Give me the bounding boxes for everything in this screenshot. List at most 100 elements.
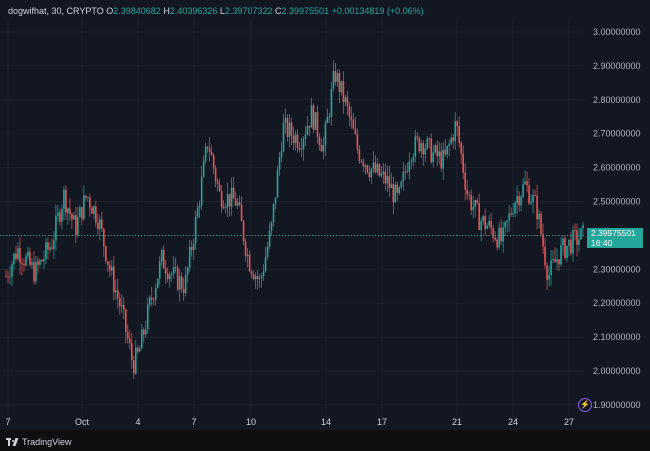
candle-body: [414, 136, 417, 157]
candle-body: [312, 105, 315, 130]
candle-body: [192, 243, 195, 251]
candle-body: [372, 162, 375, 169]
candle-body: [290, 122, 293, 136]
candle-body: [258, 278, 261, 280]
candle-body: [212, 155, 215, 169]
candle-body: [186, 267, 189, 275]
candle-body: [450, 137, 453, 144]
candle-body: [228, 193, 231, 207]
price-tick-label: 3.00000000: [593, 27, 641, 37]
candle-body: [482, 215, 484, 221]
symbol-info[interactable]: dogwifhat, 30, CRYPTO: [8, 6, 104, 16]
candle-body: [340, 81, 343, 92]
chart-grid: [0, 20, 585, 422]
candle-body: [43, 258, 45, 262]
last-price-value: 2.39975501: [591, 228, 636, 238]
candle-body: [284, 117, 287, 123]
candle-body: [93, 206, 95, 214]
candle-body: [111, 266, 113, 271]
date-tick-label: 4: [135, 417, 140, 427]
candle-body: [31, 262, 33, 265]
candle-body: [278, 157, 281, 170]
time-axis[interactable]: 7 Oct 4 7 10 14 17 21 24 27: [5, 417, 574, 427]
candle-body: [522, 184, 524, 197]
candle-body: [51, 247, 53, 249]
candle-body: [210, 152, 213, 156]
candle-body: [162, 249, 165, 269]
candle-body: [254, 276, 257, 280]
candle-body: [306, 126, 309, 135]
candle-body: [174, 267, 177, 269]
candle-body: [222, 207, 225, 209]
candle-body: [472, 206, 474, 210]
legend-open-key: O: [106, 6, 114, 16]
candle-body: [170, 273, 173, 275]
candle-body: [532, 194, 534, 203]
candle-body: [134, 347, 137, 374]
candle-body: [332, 70, 335, 89]
candle-body: [456, 121, 459, 127]
legend-open-value: 2.39840682: [113, 6, 161, 16]
candle-body: [75, 215, 77, 235]
candle-body: [384, 171, 387, 184]
candle-body: [230, 187, 233, 207]
candlestick-chart[interactable]: 3.00000000 2.90000000 2.80000000 2.70000000…: [0, 0, 650, 430]
candle-body: [558, 259, 560, 265]
candle-body: [380, 173, 383, 176]
tradingview-logo[interactable]: TradingView: [6, 437, 72, 447]
legend-close-key: C: [275, 6, 282, 16]
candle-body: [382, 171, 385, 174]
candle-body: [152, 299, 155, 301]
candle-body: [202, 160, 205, 177]
candle-body: [580, 228, 582, 240]
candle-body: [434, 145, 437, 153]
candle-body: [29, 251, 31, 265]
candle-body: [376, 164, 379, 173]
candle-body: [65, 189, 67, 213]
candle-body: [79, 207, 81, 218]
last-price-tag: 2.39975501 16:40: [587, 228, 643, 248]
candle-body: [138, 348, 141, 352]
candle-body: [352, 119, 355, 129]
candle-body: [132, 360, 135, 374]
date-tick-label: 7: [5, 417, 10, 427]
candle-body: [516, 196, 518, 204]
candle-body: [304, 134, 307, 139]
candle-body: [294, 134, 297, 144]
candle-body: [542, 234, 544, 247]
candle-body: [436, 145, 439, 157]
candle-body: [430, 138, 433, 163]
candle-body: [470, 195, 472, 210]
candle-body: [250, 271, 253, 275]
candle-body: [156, 278, 159, 289]
candle-body: [37, 261, 39, 265]
date-tick-label: 7: [191, 417, 196, 427]
candle-body: [57, 212, 59, 216]
candle-body: [370, 168, 373, 178]
candle-body: [368, 172, 371, 178]
candle-body: [448, 143, 451, 147]
candle-body: [464, 172, 467, 190]
candle-body: [360, 161, 363, 162]
price-tick-label: 2.90000000: [593, 61, 641, 71]
candle-body: [488, 220, 490, 226]
candle-body: [140, 329, 143, 349]
legend-low-value: 2.39707322: [224, 6, 273, 16]
candle-body: [115, 290, 117, 293]
candle-body: [408, 161, 411, 172]
candle-body: [494, 237, 496, 240]
candle-body: [386, 176, 389, 184]
candle-body: [468, 194, 470, 196]
candle-body: [61, 208, 63, 222]
candle-body: [342, 81, 345, 103]
candle-body: [276, 169, 279, 198]
price-axis[interactable]: 3.00000000 2.90000000 2.80000000 2.70000000…: [593, 27, 641, 410]
bar-countdown: 16:40: [591, 238, 613, 248]
candle-body: [220, 190, 223, 208]
lightning-icon[interactable]: ⚡: [578, 398, 592, 412]
candle-body: [326, 116, 329, 124]
brand-name: TradingView: [22, 437, 72, 447]
candle-body: [105, 246, 107, 262]
candle-body: [426, 138, 429, 149]
candle-body: [398, 187, 401, 193]
